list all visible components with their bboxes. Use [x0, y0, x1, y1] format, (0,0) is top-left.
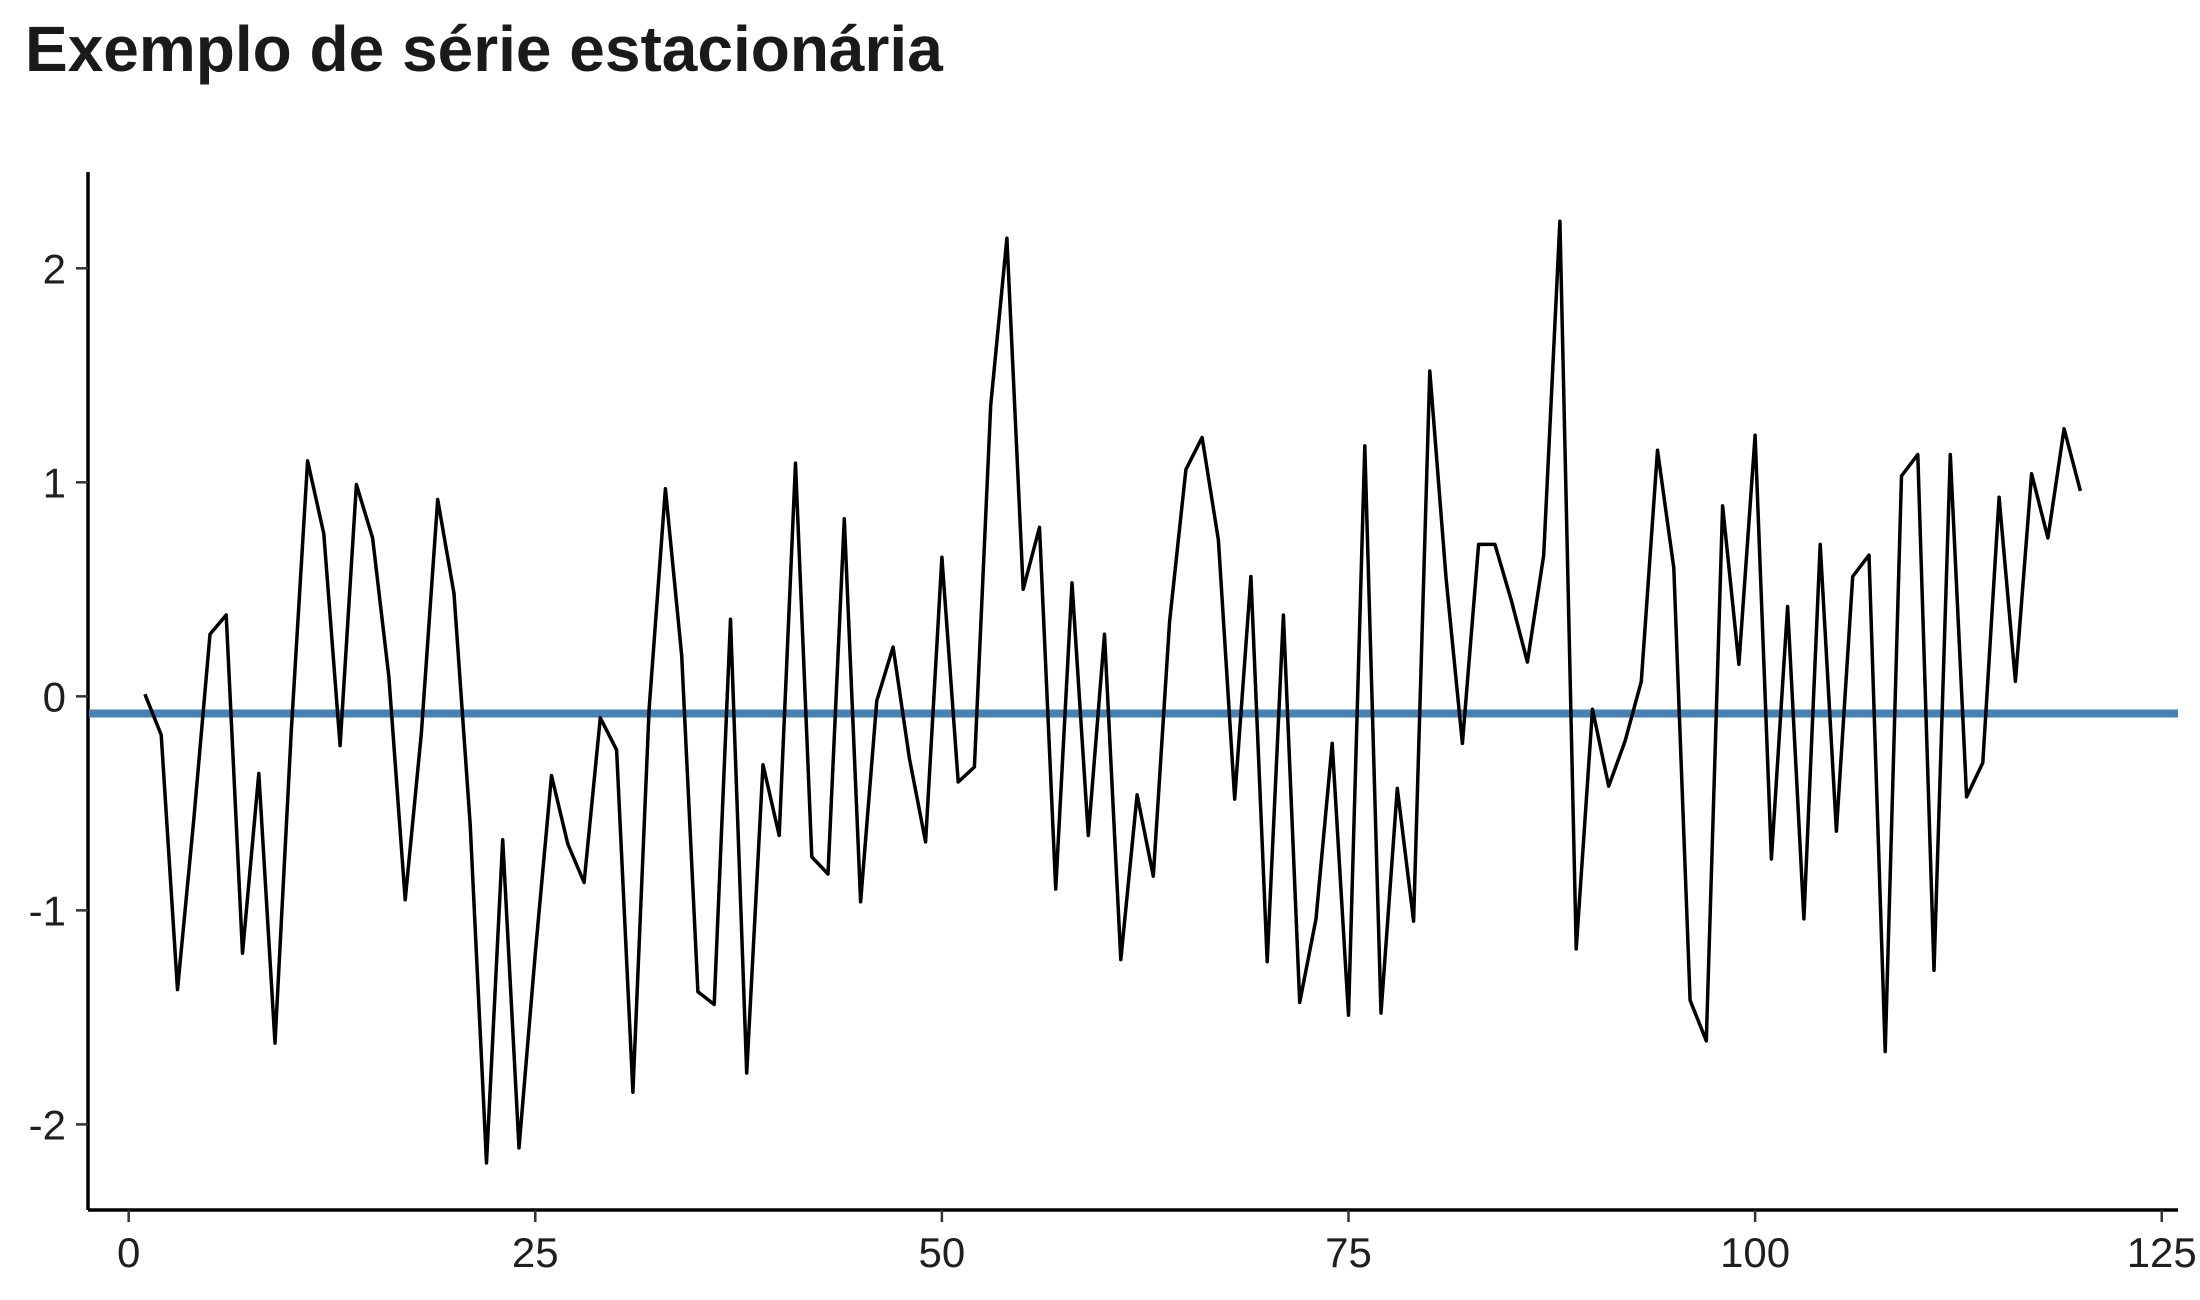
- series-line: [143, 219, 2083, 1165]
- y-tick-label: -1: [29, 887, 66, 934]
- y-tick-label: 1: [43, 459, 66, 506]
- series-layer: [143, 219, 2083, 1165]
- x-tick-label: 25: [512, 1229, 559, 1276]
- axes: [86, 172, 2178, 1212]
- x-tick-label: 75: [1325, 1229, 1372, 1276]
- tick-layer: 0 25 50 75 100 125 -2 -1 0 1 2: [29, 245, 2197, 1276]
- y-tick-label: 0: [43, 673, 66, 720]
- x-tick-label: 125: [2127, 1229, 2197, 1276]
- x-tick-label: 0: [117, 1229, 140, 1276]
- chart-title: Exemplo de série estacionária: [25, 13, 943, 85]
- x-tick-label: 50: [919, 1229, 966, 1276]
- y-tick-label: -2: [29, 1101, 66, 1148]
- y-tick-label: 2: [43, 245, 66, 292]
- x-tick-label: 100: [1720, 1229, 1790, 1276]
